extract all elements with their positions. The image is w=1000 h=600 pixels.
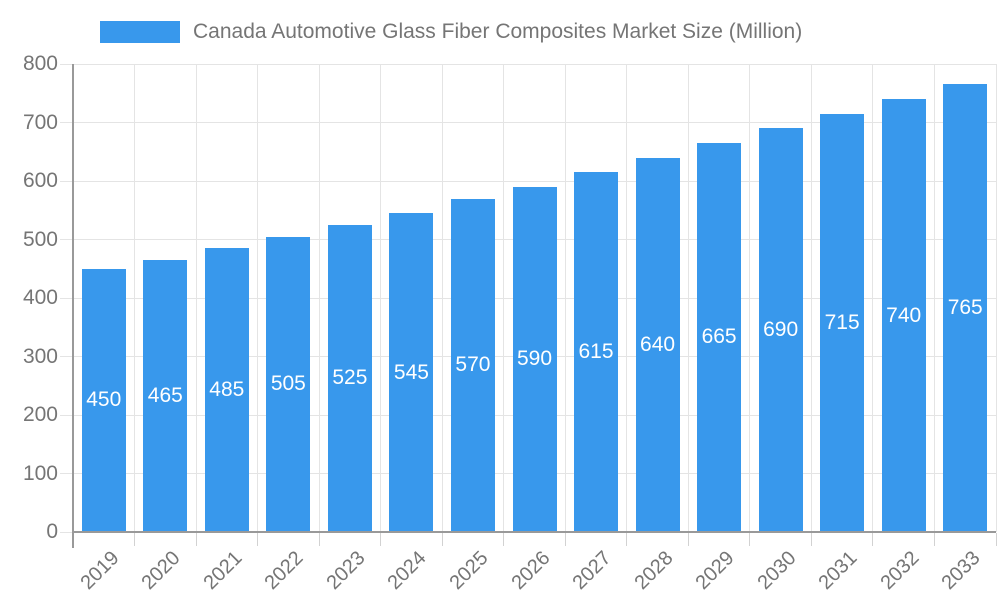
- bar-value-label: 740: [886, 303, 922, 327]
- bar-value-label: 715: [824, 310, 860, 334]
- bar-2021[interactable]: 485: [204, 248, 249, 532]
- legend-swatch[interactable]: [100, 21, 180, 43]
- bar-2027[interactable]: 615: [574, 172, 619, 532]
- y-axis-tick-label: 400: [22, 286, 58, 309]
- bar-2025[interactable]: 570: [450, 198, 495, 532]
- x-axis-tick: [872, 533, 874, 546]
- bar-value-label: 545: [393, 360, 429, 384]
- x-axis-category-label: 2019: [76, 547, 124, 595]
- x-axis-category-label: 2027: [568, 547, 616, 595]
- x-axis-tick: [626, 533, 628, 546]
- bar-value-label: 615: [578, 340, 614, 364]
- x-axis-tick: [195, 533, 197, 546]
- x-gridline: [626, 64, 628, 532]
- y-axis-tick-label: 0: [46, 520, 58, 543]
- x-gridline: [564, 64, 566, 532]
- bar-value-label: 665: [701, 325, 737, 349]
- x-gridline: [318, 64, 320, 532]
- bar-2030[interactable]: 690: [758, 128, 803, 532]
- x-gridline: [810, 64, 812, 532]
- y-axis-tick-label: 800: [22, 52, 58, 75]
- x-gridline: [933, 64, 935, 532]
- x-gridline: [995, 64, 997, 532]
- y-gridline: [60, 122, 996, 123]
- bar-2032[interactable]: 740: [881, 99, 926, 532]
- x-axis-category-label: 2028: [630, 547, 678, 595]
- bar-2023[interactable]: 525: [327, 224, 372, 532]
- bar-value-label: 570: [455, 353, 491, 377]
- x-axis-tick: [503, 533, 505, 546]
- bar-2022[interactable]: 505: [266, 236, 311, 532]
- bar-2026[interactable]: 590: [512, 186, 557, 532]
- x-gridline: [687, 64, 689, 532]
- y-axis-tick-label: 600: [22, 169, 58, 192]
- bar-2028[interactable]: 640: [635, 157, 680, 532]
- bar-2024[interactable]: 545: [389, 213, 434, 532]
- y-gridline: [60, 180, 996, 182]
- x-axis-category-label: 2031: [814, 547, 862, 595]
- x-axis-tick: [995, 533, 997, 546]
- x-gridline: [134, 64, 136, 532]
- x-axis-tick: [257, 533, 259, 546]
- x-axis-tick: [933, 533, 935, 546]
- y-axis-tick-label: 100: [22, 461, 58, 485]
- x-gridline: [195, 64, 197, 532]
- x-axis-category-label: 2024: [383, 547, 431, 595]
- bar-value-label: 640: [640, 332, 676, 356]
- bar-2033[interactable]: 765: [943, 84, 988, 532]
- x-axis-category-label: 2022: [260, 547, 308, 595]
- bar-value-label: 485: [209, 378, 245, 402]
- legend: Canada Automotive Glass Fiber Composites…: [100, 20, 802, 44]
- x-axis-tick: [380, 533, 382, 546]
- x-axis-tick: [749, 533, 751, 546]
- x-gridline: [380, 64, 382, 532]
- legend-series-label: Canada Automotive Glass Fiber Composites…: [193, 20, 803, 43]
- x-axis-category-label: 2021: [199, 547, 247, 595]
- y-axis-tick-label: 500: [22, 227, 58, 251]
- bar-value-label: 450: [86, 388, 122, 412]
- x-gridline: [257, 64, 259, 532]
- x-axis-tick: [441, 533, 443, 546]
- bar-value-label: 465: [147, 383, 183, 407]
- x-axis-category-label: 2029: [691, 547, 739, 595]
- y-axis-tick-label: 700: [22, 110, 58, 134]
- x-axis-tick: [687, 533, 689, 546]
- x-gridline: [872, 64, 874, 532]
- x-axis-tick: [318, 533, 320, 546]
- bar-2019[interactable]: 450: [81, 268, 126, 532]
- bar-value-label: 505: [270, 372, 306, 396]
- x-axis-tick: [134, 533, 136, 546]
- x-gridline: [503, 64, 505, 532]
- bar-value-label: 690: [763, 318, 799, 342]
- x-gridline: [749, 64, 751, 532]
- y-axis-tick-label: 200: [22, 403, 58, 426]
- x-axis-tick: [810, 533, 812, 546]
- x-gridline: [441, 64, 443, 532]
- x-axis-category-label: 2030: [753, 547, 801, 595]
- x-axis-category-label: 2026: [507, 547, 555, 595]
- x-axis-category-label: 2025: [445, 547, 493, 595]
- x-axis-tick: [564, 533, 566, 546]
- bar-2031[interactable]: 715: [820, 113, 865, 532]
- bar-value-label: 525: [332, 366, 368, 390]
- y-gridline: [60, 63, 996, 65]
- x-axis-category-label: 2023: [322, 547, 370, 595]
- y-axis-tick-label: 300: [22, 344, 58, 368]
- y-axis-line: [72, 64, 74, 548]
- x-axis-line: [72, 531, 996, 533]
- x-axis-category-label: 2020: [137, 547, 185, 595]
- bar-2020[interactable]: 465: [143, 259, 188, 532]
- bar-value-label: 590: [516, 347, 553, 371]
- x-axis-category-label: 2032: [876, 547, 924, 595]
- bar-value-label: 765: [947, 296, 983, 320]
- y-gridline: [60, 531, 73, 533]
- bar-2029[interactable]: 665: [697, 142, 742, 532]
- x-axis-category-label: 2033: [937, 547, 985, 595]
